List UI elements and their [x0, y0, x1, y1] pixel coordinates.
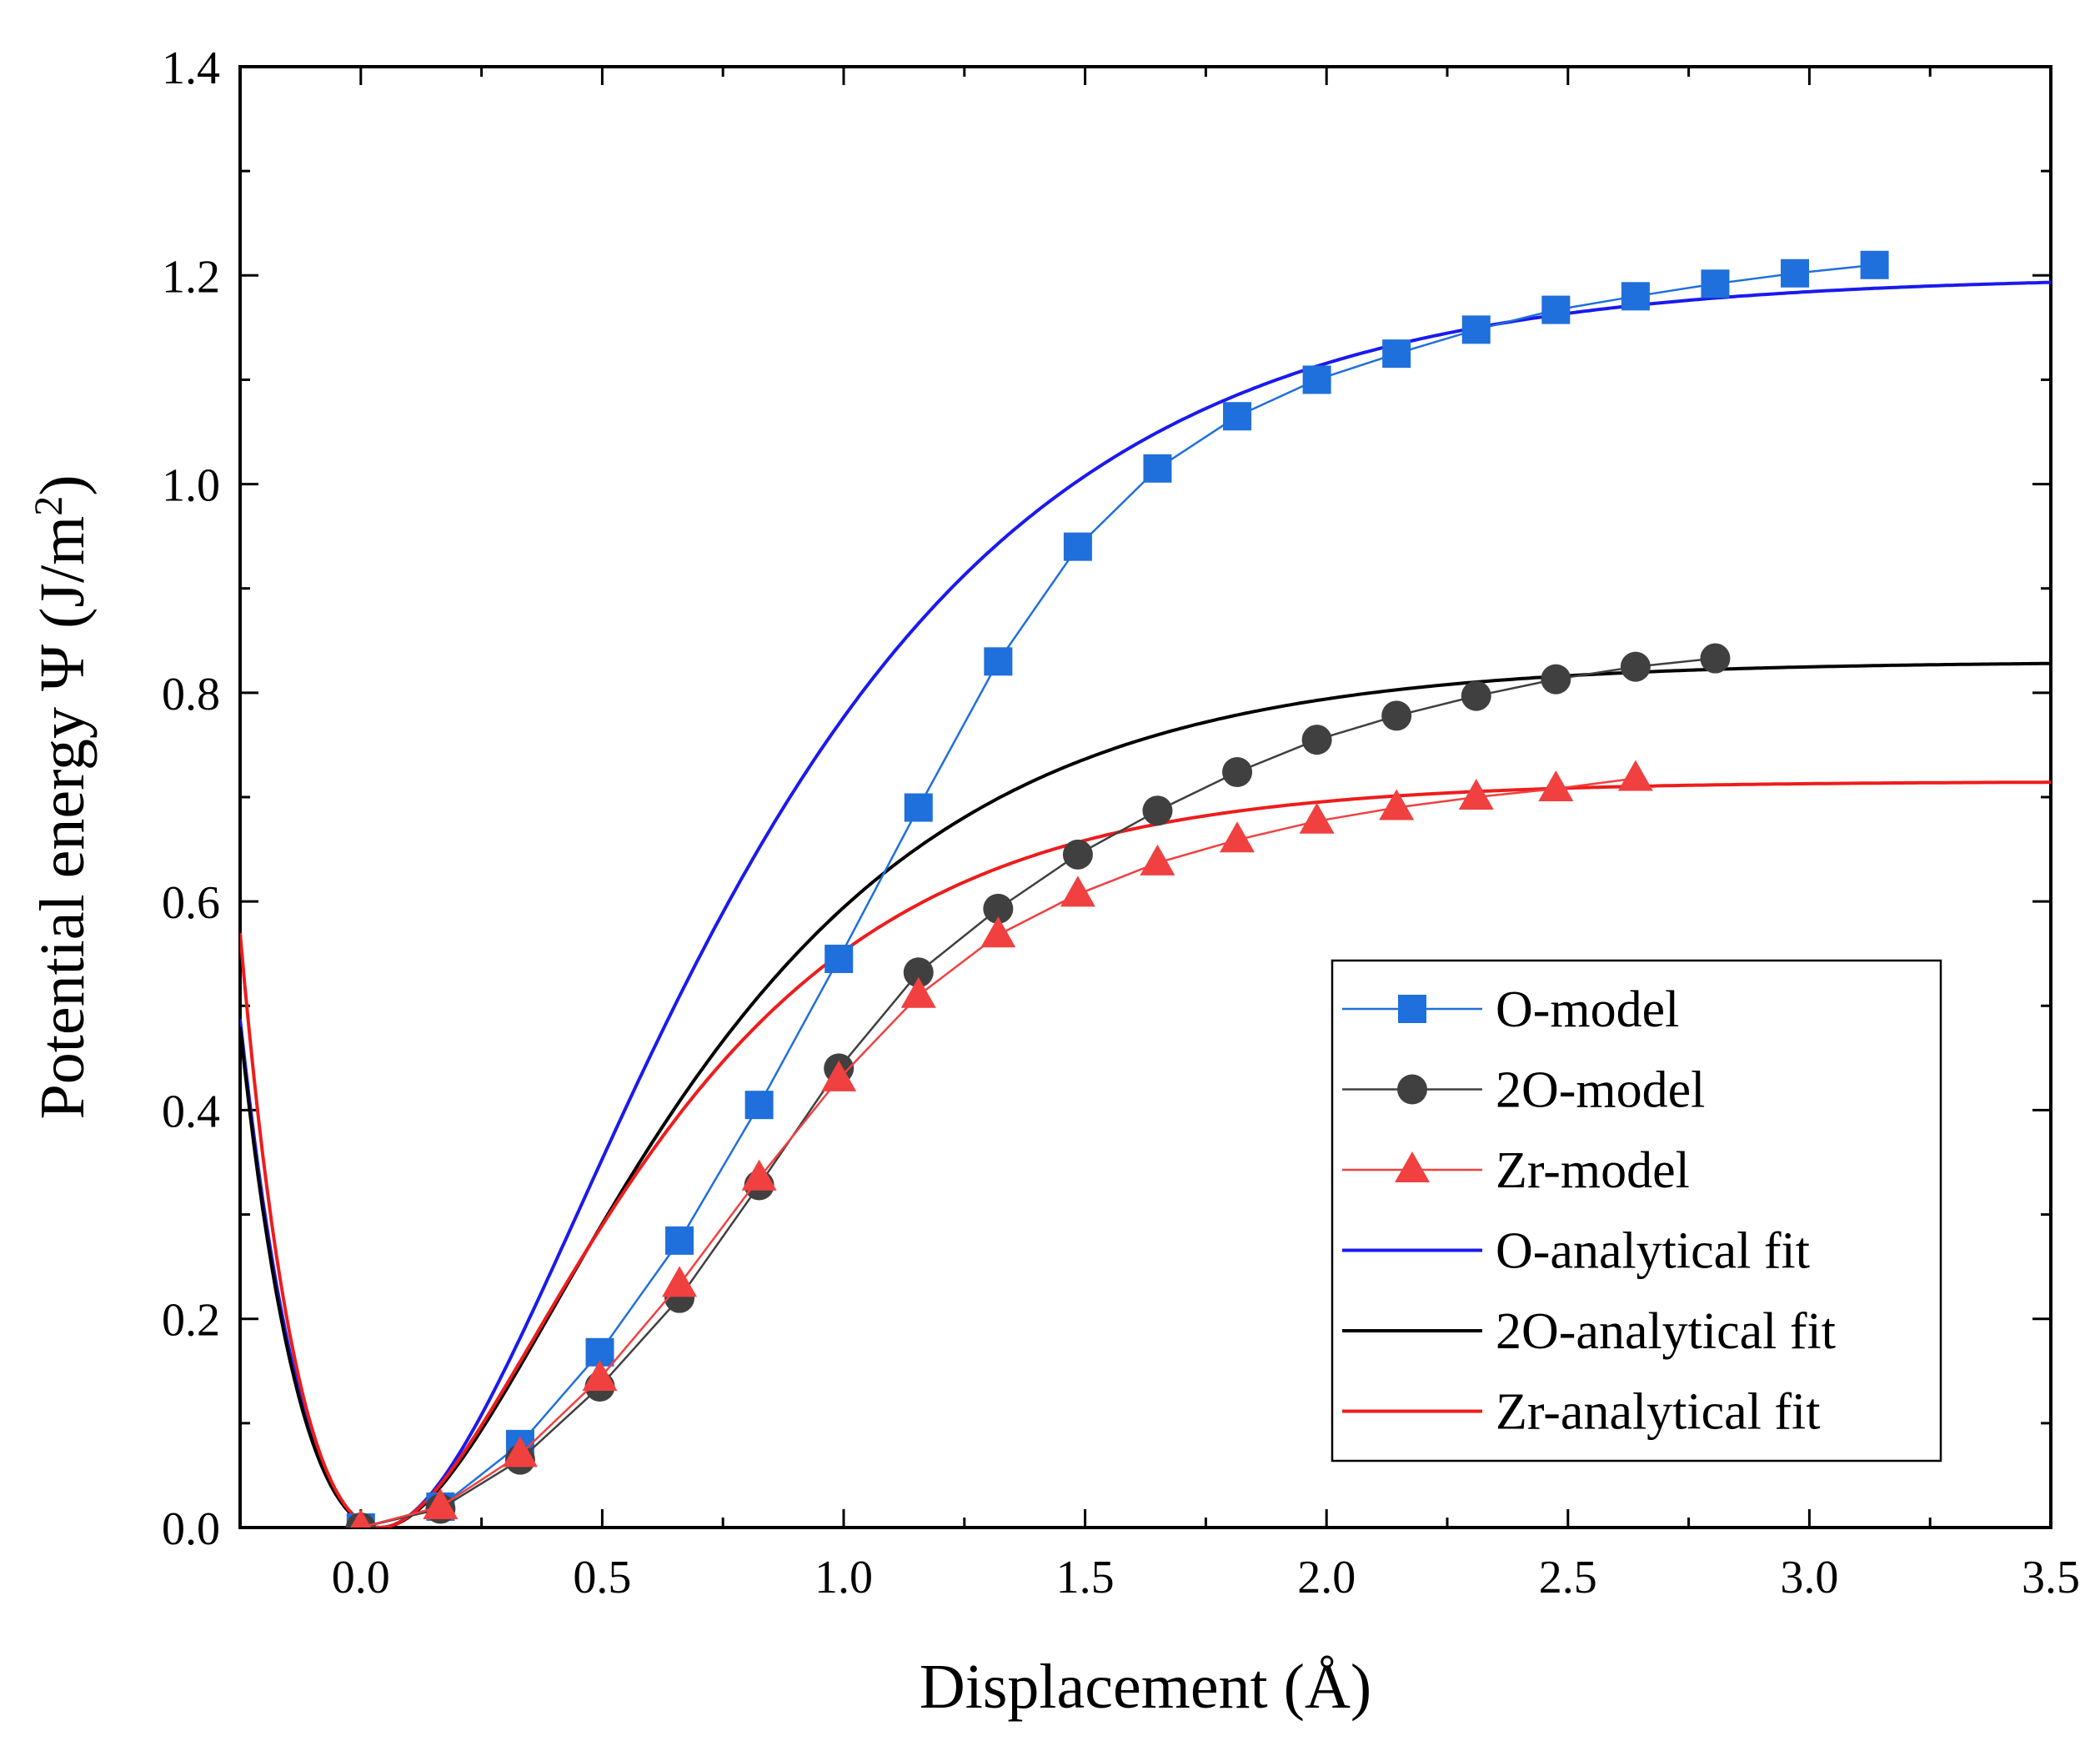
fit-curves	[240, 280, 2051, 1528]
data-point-2o-model	[1541, 664, 1571, 695]
data-point-zr-model	[900, 976, 936, 1008]
model-series	[345, 250, 1889, 1528]
data-point-zr-model	[741, 1159, 777, 1191]
data-point-o-model	[984, 647, 1013, 676]
data-point-zr-model	[423, 1488, 459, 1519]
y-tick-label: 0.4	[162, 1086, 220, 1137]
x-tick-label: 1.0	[814, 1552, 873, 1603]
y-axis-title-superscript: 2	[27, 496, 71, 516]
data-point-zr-model	[1538, 770, 1574, 801]
x-tick-label: 3.0	[1780, 1552, 1838, 1603]
data-point-zr-model	[1379, 789, 1415, 820]
y-tick-label: 0.2	[162, 1295, 220, 1347]
x-tick-label: 3.5	[2022, 1552, 2080, 1603]
y-tick-label: 0.6	[162, 877, 220, 929]
series-zr-model	[350, 760, 1653, 1528]
data-point-2o-model	[1222, 756, 1253, 787]
data-point-2o-model	[1700, 643, 1731, 674]
x-tick-label: 2.0	[1297, 1552, 1356, 1603]
x-tick-label: 0.0	[332, 1552, 390, 1603]
legend: O-model 2O-model Zr-model O-analytical fit 2…	[1331, 959, 1942, 1462]
fit-curve-2o-analytical-fit	[240, 661, 2051, 1528]
x-tick-label: 2.5	[1539, 1552, 1597, 1603]
legend-label-o-model: O-model	[1496, 981, 1679, 1038]
y-tick-label: 0.8	[162, 669, 220, 720]
data-point-zr-model	[1299, 802, 1335, 834]
fit-curve-o-analytical-fit	[240, 280, 2051, 1528]
data-point-2o-model	[1062, 839, 1093, 870]
data-point-2o-model	[1301, 725, 1332, 755]
data-point-zr-model	[582, 1360, 618, 1392]
data-point-zr-model	[1220, 821, 1255, 853]
x-tick-label: 0.5	[573, 1552, 631, 1603]
data-point-o-model	[1781, 258, 1810, 288]
data-point-zr-model	[1140, 844, 1175, 875]
data-point-2o-model	[1142, 795, 1173, 826]
legend-label-zr-analytical-fit: Zr-analytical fit	[1496, 1384, 1821, 1441]
data-point-zr-model	[1060, 875, 1095, 907]
data-point-2o-model	[1620, 651, 1651, 682]
y-tick-label: 1.2	[162, 251, 220, 303]
tick-labels: 0.0 0.5 1.0 1.5 2.0 2.5 3.0 3.5 0.0 0.2 0.4 0.6 0.8 1…	[162, 43, 2080, 1603]
data-point-o-model	[1063, 532, 1092, 561]
data-point-2o-model	[983, 893, 1014, 924]
x-axis-title: Displacement (Å)	[920, 1652, 1371, 1722]
x-tick-label: 1.5	[1056, 1552, 1115, 1603]
data-point-zr-model	[980, 916, 1016, 948]
data-point-zr-model	[350, 1509, 372, 1528]
y-tick-label: 1.4	[162, 43, 220, 94]
legend-box	[1331, 959, 1942, 1462]
legend-label-2o-model: 2O-model	[1496, 1062, 1705, 1119]
data-point-zr-model	[662, 1266, 698, 1297]
y-tick-label: 1.0	[162, 460, 220, 512]
data-point-o-model	[904, 793, 933, 822]
data-point-zr-model	[502, 1436, 538, 1468]
y-axis-title-end: )	[28, 474, 98, 495]
data-point-o-model	[744, 1091, 774, 1120]
legend-label-o-analytical-fit: O-analytical fit	[1496, 1223, 1810, 1280]
fit-curve-zr-analytical-fit	[240, 780, 2051, 1528]
data-point-2o-model	[1461, 680, 1491, 711]
data-point-o-model	[1302, 365, 1331, 394]
data-point-2o-model	[1381, 700, 1412, 731]
legend-label-zr-model: Zr-model	[1496, 1142, 1690, 1199]
data-point-o-model	[1223, 402, 1252, 431]
data-point-o-model	[824, 944, 854, 973]
y-axis-title: Potential energy Ψ (J/m2)	[27, 474, 98, 1119]
y-tick-label: 0.0	[162, 1503, 220, 1555]
data-point-2o-model	[903, 957, 934, 988]
legend-marker-zr-model	[1395, 1151, 1430, 1182]
data-point-o-model	[1461, 315, 1491, 344]
legend-marker-o-model	[1398, 995, 1426, 1023]
data-point-zr-model	[821, 1060, 857, 1091]
data-point-o-model	[1860, 250, 1889, 279]
data-point-zr-model	[1617, 760, 1653, 791]
data-point-o-model	[1701, 269, 1730, 299]
legend-label-2o-analytical-fit: 2O-analytical fit	[1496, 1303, 1836, 1360]
legend-marker-2o-model	[1397, 1074, 1427, 1105]
y-axis-title-main: Potential energy Ψ (J/m	[28, 516, 98, 1120]
data-point-o-model	[665, 1226, 694, 1255]
data-point-o-model	[1382, 339, 1411, 369]
data-point-o-model	[1621, 282, 1650, 311]
data-point-zr-model	[1458, 779, 1494, 810]
data-point-o-model	[1143, 454, 1172, 483]
data-point-o-model	[1541, 295, 1571, 324]
